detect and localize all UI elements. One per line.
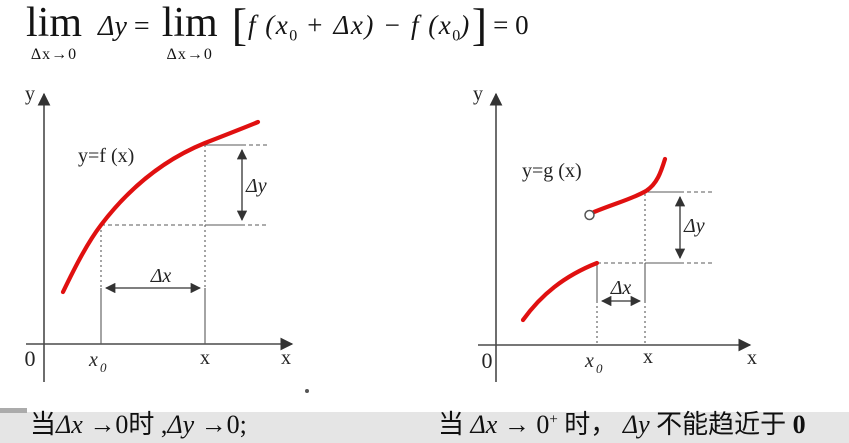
delta-x-label: Δx — [150, 265, 172, 287]
cap-right-dy: Δy — [622, 410, 650, 439]
y-axis-label: y — [25, 83, 35, 105]
g-curve-upper-branch — [591, 156, 668, 215]
origin-label: 0 — [25, 346, 36, 371]
cap-right-shi: 时， — [557, 410, 623, 439]
strip-left-dash — [0, 408, 27, 413]
expr-part-b: + Δx) − f (x — [297, 10, 453, 40]
x-axis-label: x — [281, 347, 291, 369]
y-axis-label: y — [473, 83, 483, 105]
cap-right-cannot: 不能趋近于 — [649, 410, 793, 439]
lim-subscript-2: Δx→0 — [166, 45, 213, 63]
cap-left-dy: Δy — [167, 410, 195, 439]
cap-left-to-zero-2: →0; — [194, 410, 247, 439]
delta-y-label: Δy — [683, 215, 705, 237]
origin-label: 0 — [482, 348, 493, 373]
stray-dot — [305, 389, 309, 393]
curve-label: y=f (x) — [78, 145, 134, 167]
cap-left-to-zero: →0 — [82, 410, 129, 439]
discontinuous-function-graph: y 0 y=g (x) Δy Δx x 0 x x — [473, 83, 757, 382]
lim-operator-1: lim — [26, 0, 83, 46]
expr-part-a: f (x — [248, 10, 290, 40]
cap-right-dx: Δx — [470, 410, 498, 439]
expr-part-c: ) — [460, 10, 471, 40]
x-point-label: x — [643, 346, 653, 368]
continuous-function-graph: y 0 y=f (x) Δy Δx x 0 x x — [25, 83, 294, 382]
curve-label: y=g (x) — [522, 160, 582, 182]
cap-left-shi: 时 , — [128, 410, 168, 439]
open-bracket: [ — [231, 0, 248, 50]
expr-subscript-a: 0 — [289, 27, 298, 45]
cap-right-arrow: → 0 — [497, 410, 550, 439]
cap-right-plus-superscript: + — [549, 411, 558, 428]
lim-block-1: lim Δx→0 — [26, 0, 83, 64]
equals-zero: = 0 — [493, 10, 529, 40]
x0-label: x — [88, 349, 98, 371]
lim-block-2: lim Δx→0 — [161, 0, 218, 64]
limit-formula: lim Δx→0 Δy = lim Δx→0 [ f (x0 + Δx) − f… — [26, 0, 529, 64]
caption-strip — [0, 412, 849, 443]
delta-y-label: Δy — [245, 175, 267, 197]
difference-expression: f (x0 + Δx) − f (x0) — [248, 10, 471, 45]
cap-right-zero: 0 — [792, 410, 806, 439]
f-curve — [60, 119, 261, 295]
close-bracket: ] — [471, 0, 488, 50]
x0-subscript: 0 — [596, 361, 603, 376]
x-point-label: x — [200, 347, 210, 369]
cap-left-dx: Δx — [56, 410, 83, 439]
open-endpoint-circle — [584, 209, 595, 221]
equals-sign: = — [133, 11, 150, 42]
caption-right: 当 Δx → 0+ 时， Δy 不能趋近于 0 — [438, 404, 806, 441]
expr-subscript-b: 0 — [452, 27, 461, 45]
x-axis-label: x — [747, 347, 757, 369]
cap-left-when: 当 — [30, 410, 57, 439]
x0-subscript: 0 — [100, 360, 107, 375]
g-curve-lower-branch — [520, 260, 600, 323]
cap-right-when: 当 — [438, 410, 471, 439]
delta-x-label: Δx — [610, 277, 632, 299]
delta-y-term: Δy — [98, 11, 127, 42]
lim-operator-2: lim — [161, 0, 218, 46]
caption-left: 当Δx →0时 ,Δy →0; — [30, 404, 247, 441]
x0-label: x — [584, 350, 594, 372]
lim-subscript-1: Δx→0 — [30, 45, 78, 63]
